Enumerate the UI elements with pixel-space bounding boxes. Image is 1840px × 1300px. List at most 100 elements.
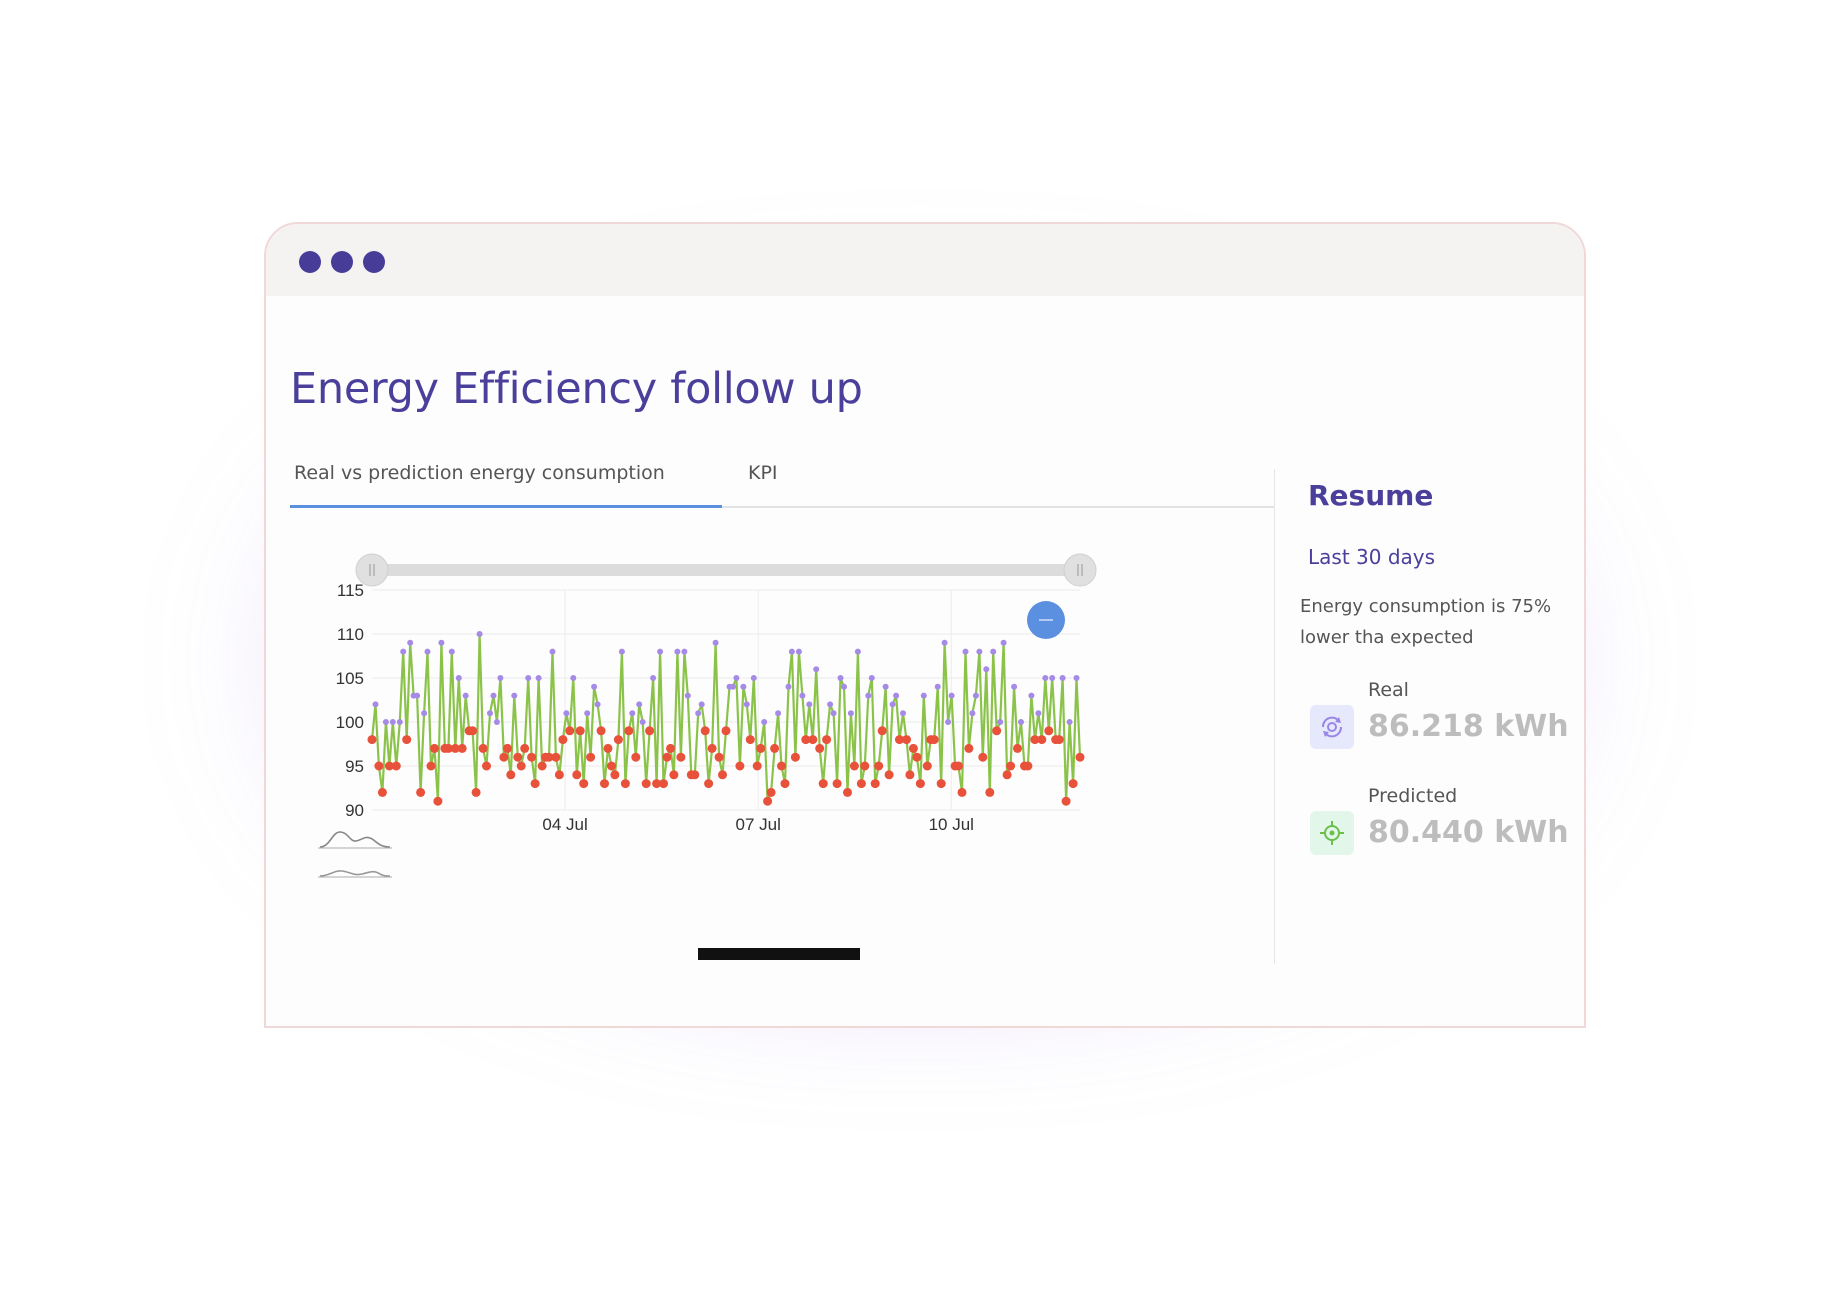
- tab-kpi[interactable]: KPI: [748, 462, 778, 484]
- data-point-above: [490, 692, 497, 699]
- data-point-below: [884, 770, 894, 780]
- data-point-below: [895, 735, 904, 745]
- data-point-below: [374, 761, 384, 771]
- data-point-above: [948, 692, 955, 699]
- data-point-above: [1000, 639, 1007, 646]
- data-point-above: [636, 701, 643, 708]
- window-dot-icon[interactable]: [299, 251, 321, 273]
- data-point-below: [763, 796, 773, 806]
- data-point-below: [929, 735, 939, 745]
- data-point-above: [487, 710, 493, 717]
- data-point-below: [954, 761, 963, 771]
- data-point-below: [707, 743, 717, 753]
- data-point-below: [766, 787, 776, 797]
- data-point-above: [997, 719, 1004, 725]
- data-point-below: [652, 779, 662, 789]
- data-point-below: [430, 743, 439, 753]
- data-point-below: [537, 761, 547, 771]
- data-point-above: [1042, 675, 1049, 681]
- data-point-below: [433, 796, 443, 806]
- range-slider-handle[interactable]: [355, 553, 389, 587]
- data-point-below: [575, 726, 585, 736]
- horizontal-scrollbar[interactable]: [698, 948, 860, 960]
- data-point-above: [795, 648, 802, 655]
- data-point-below: [985, 787, 995, 797]
- data-point-below: [527, 752, 537, 762]
- data-point-below: [579, 779, 589, 789]
- data-point-below: [520, 743, 530, 753]
- window-dot-icon[interactable]: [363, 251, 385, 273]
- data-point-below: [457, 743, 467, 753]
- data-point-below: [922, 761, 932, 771]
- data-point-below: [377, 787, 387, 797]
- data-point-below: [843, 787, 852, 797]
- data-point-above: [740, 683, 747, 690]
- tab-real-vs-prediction[interactable]: Real vs prediction energy consumption: [294, 462, 665, 484]
- data-point-above: [674, 648, 681, 655]
- data-point-below: [416, 787, 426, 797]
- data-point-below: [450, 743, 460, 753]
- data-point-below: [860, 761, 870, 771]
- data-point-above: [462, 692, 469, 699]
- data-point-below: [659, 779, 668, 789]
- data-point-below: [790, 752, 800, 762]
- data-point-below: [1023, 761, 1033, 771]
- data-point-below: [516, 761, 526, 771]
- data-point-above: [448, 648, 455, 655]
- data-point-below: [613, 735, 623, 745]
- data-point-below: [780, 779, 790, 789]
- data-point-above: [841, 683, 847, 690]
- data-point-below: [468, 726, 478, 736]
- energy-chart[interactable]: 90 95 100 105 110 115 04 Jul 07 Jul 10 Jul: [290, 514, 1270, 1028]
- data-point-above: [813, 666, 820, 673]
- data-point-above: [847, 710, 854, 717]
- data-point-above: [1059, 675, 1066, 681]
- data-point-above: [535, 675, 542, 681]
- window-dot-icon[interactable]: [331, 251, 353, 273]
- data-point-below: [502, 743, 512, 753]
- period-selector[interactable]: Last 30 days: [1308, 545, 1436, 569]
- data-point-above: [837, 675, 844, 681]
- data-point-above: [962, 648, 969, 655]
- data-point-above: [990, 648, 997, 655]
- data-point-above: [920, 692, 927, 699]
- data-point-below: [402, 735, 412, 745]
- data-point-above: [976, 648, 983, 655]
- data-point-above: [400, 648, 407, 655]
- data-point-below: [752, 761, 762, 771]
- data-point-above: [712, 639, 719, 646]
- data-point-above: [882, 683, 889, 690]
- data-point-above: [372, 701, 379, 708]
- data-point-below: [704, 779, 714, 789]
- data-point-below: [700, 726, 710, 736]
- data-point-above: [497, 675, 504, 681]
- kpi-real: Real 86.218 kWh: [1308, 679, 1569, 759]
- data-point-below: [391, 761, 401, 771]
- data-point-above: [1011, 683, 1018, 690]
- data-point-below: [1037, 735, 1047, 745]
- data-point-below: [777, 761, 786, 771]
- kpi-predicted-label: Predicted: [1368, 785, 1458, 807]
- data-point-above: [476, 631, 483, 637]
- range-slider-handle[interactable]: [1063, 553, 1097, 587]
- data-point-above: [389, 719, 396, 725]
- data-point-below: [745, 735, 755, 745]
- data-point-below: [384, 761, 394, 771]
- data-point-above: [1073, 675, 1080, 681]
- data-point-above: [743, 701, 750, 708]
- data-point-below: [1054, 735, 1064, 745]
- data-point-below: [957, 787, 967, 797]
- kpi-predicted-value: 80.440 kWh: [1368, 815, 1569, 850]
- data-point-below: [832, 779, 842, 789]
- data-point-above: [639, 719, 646, 725]
- data-point-below: [815, 743, 825, 753]
- data-point-below: [690, 770, 700, 780]
- data-point-above: [695, 710, 702, 717]
- data-point-below: [499, 752, 509, 762]
- data-point-below: [572, 770, 582, 780]
- data-point-below: [624, 726, 634, 736]
- data-point-above: [382, 719, 389, 725]
- data-point-above: [594, 701, 601, 708]
- data-point-above: [1028, 692, 1035, 699]
- data-point-above: [698, 701, 705, 708]
